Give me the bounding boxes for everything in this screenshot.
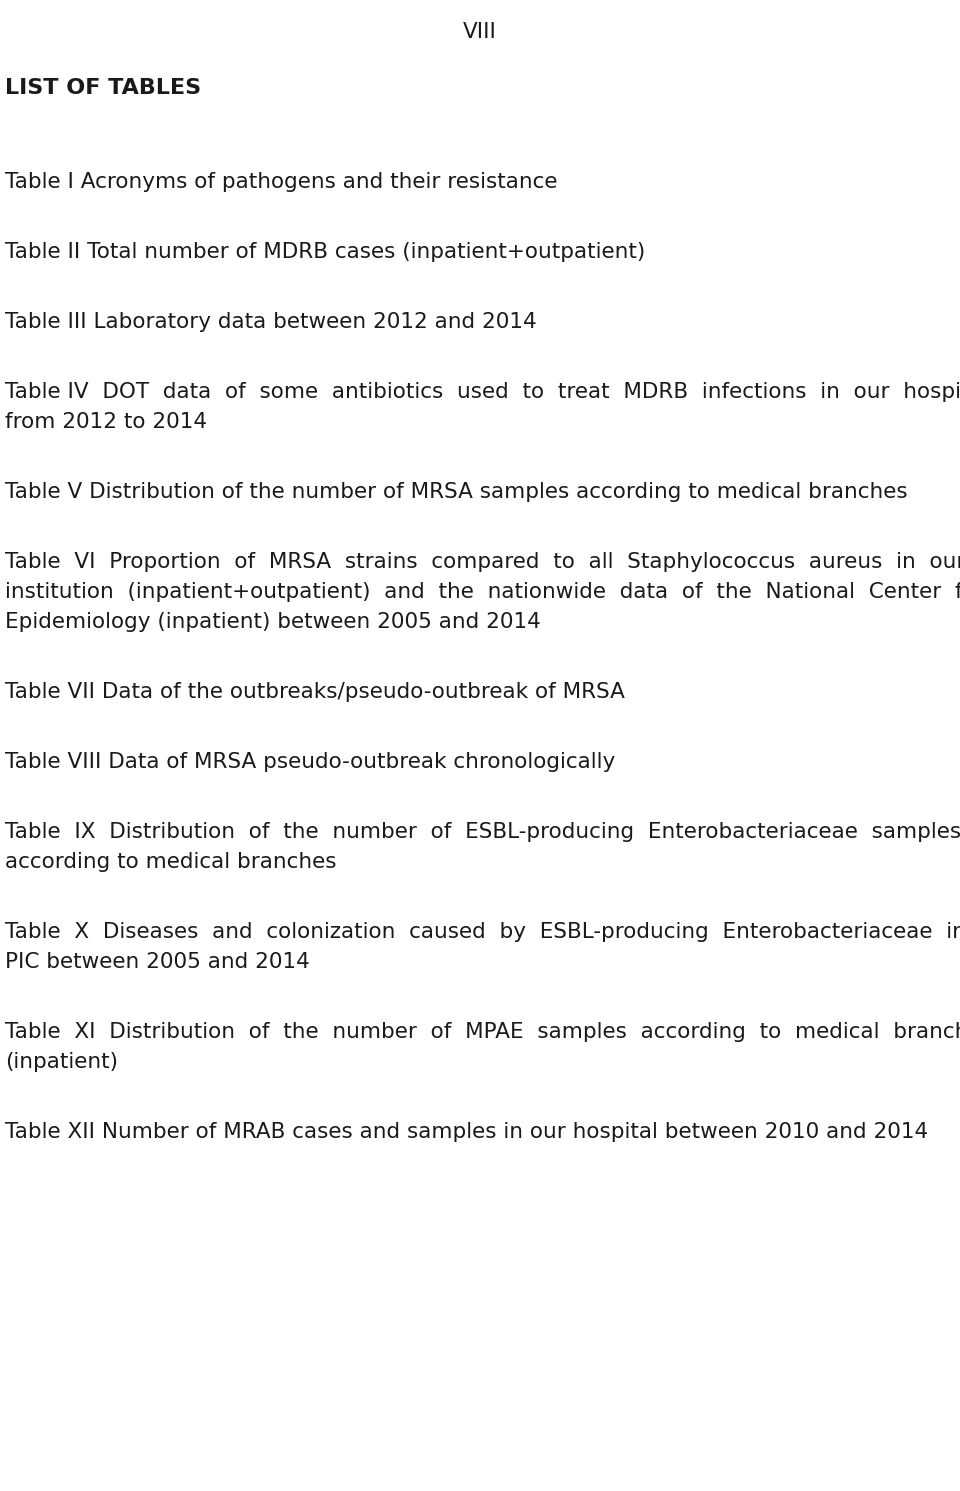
Text: from 2012 to 2014: from 2012 to 2014 xyxy=(5,412,207,432)
Text: Table VIII Data of MRSA pseudo-outbreak chronologically: Table VIII Data of MRSA pseudo-outbreak … xyxy=(5,751,615,772)
Text: Table  X  Diseases  and  colonization  caused  by  ESBL-producing  Enterobacteri: Table X Diseases and colonization caused… xyxy=(5,921,960,942)
Text: (inpatient): (inpatient) xyxy=(5,1053,118,1072)
Text: according to medical branches: according to medical branches xyxy=(5,851,337,872)
Text: Table I Acronyms of pathogens and their resistance: Table I Acronyms of pathogens and their … xyxy=(5,171,558,192)
Text: Table V Distribution of the number of MRSA samples according to medical branches: Table V Distribution of the number of MR… xyxy=(5,482,907,502)
Text: Table VII Data of the outbreaks/pseudo-outbreak of MRSA: Table VII Data of the outbreaks/pseudo-o… xyxy=(5,681,625,702)
Text: Table XII Number of MRAB cases and samples in our hospital between 2010 and 2014: Table XII Number of MRAB cases and sampl… xyxy=(5,1123,928,1142)
Text: LIST OF TABLES: LIST OF TABLES xyxy=(5,78,202,98)
Text: Table  VI  Proportion  of  MRSA  strains  compared  to  all  Staphylococcus  aur: Table VI Proportion of MRSA strains comp… xyxy=(5,552,960,573)
Text: PIC between 2005 and 2014: PIC between 2005 and 2014 xyxy=(5,951,310,972)
Text: Epidemiology (inpatient) between 2005 and 2014: Epidemiology (inpatient) between 2005 an… xyxy=(5,611,540,632)
Text: Table  IX  Distribution  of  the  number  of  ESBL-producing  Enterobacteriaceae: Table IX Distribution of the number of E… xyxy=(5,822,960,842)
Text: Table II Total number of MDRB cases (inpatient+outpatient): Table II Total number of MDRB cases (inp… xyxy=(5,242,645,262)
Text: Table  XI  Distribution  of  the  number  of  MPAE  samples  according  to  medi: Table XI Distribution of the number of M… xyxy=(5,1021,960,1042)
Text: institution  (inpatient+outpatient)  and  the  nationwide  data  of  the  Nation: institution (inpatient+outpatient) and t… xyxy=(5,581,960,602)
Text: Table III Laboratory data between 2012 and 2014: Table III Laboratory data between 2012 a… xyxy=(5,312,537,332)
Text: VIII: VIII xyxy=(463,22,497,42)
Text: Table IV  DOT  data  of  some  antibiotics  used  to  treat  MDRB  infections  i: Table IV DOT data of some antibiotics us… xyxy=(5,382,960,403)
